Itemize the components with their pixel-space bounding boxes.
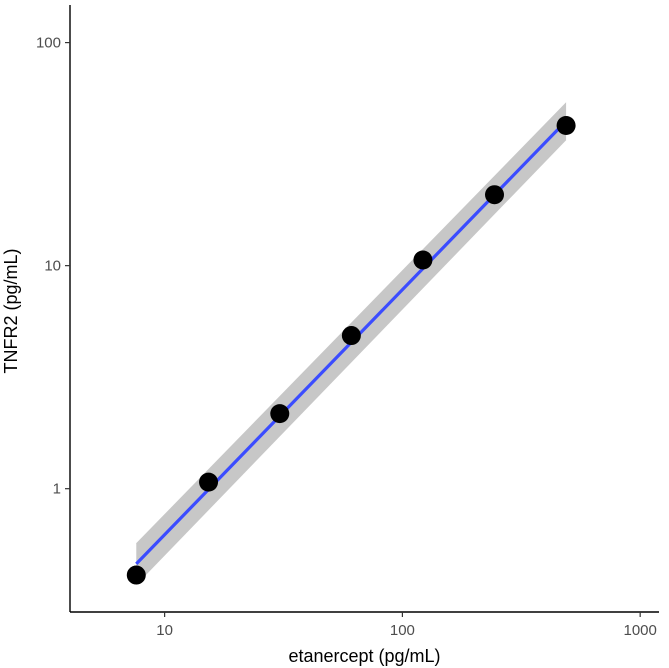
data-point <box>413 250 433 270</box>
data-point <box>199 472 219 492</box>
y-tick-label: 10 <box>44 258 61 275</box>
y-tick-label: 100 <box>36 35 61 52</box>
data-point <box>485 185 505 205</box>
x-axis-title: etanercept (pg/mL) <box>288 646 440 666</box>
axes: 10 100 1000 1 10 100 <box>36 5 659 639</box>
x-tick-label: 10 <box>156 622 173 639</box>
chart-marks <box>126 102 576 586</box>
data-point <box>126 565 146 585</box>
y-tick-label: 1 <box>53 481 61 498</box>
x-tick-label: 1000 <box>623 622 656 639</box>
x-tick-label: 100 <box>390 622 415 639</box>
y-axis-title: TNFR2 (pg/mL) <box>1 248 21 373</box>
data-point <box>270 404 290 424</box>
data-point <box>556 115 576 135</box>
data-point <box>341 326 361 346</box>
